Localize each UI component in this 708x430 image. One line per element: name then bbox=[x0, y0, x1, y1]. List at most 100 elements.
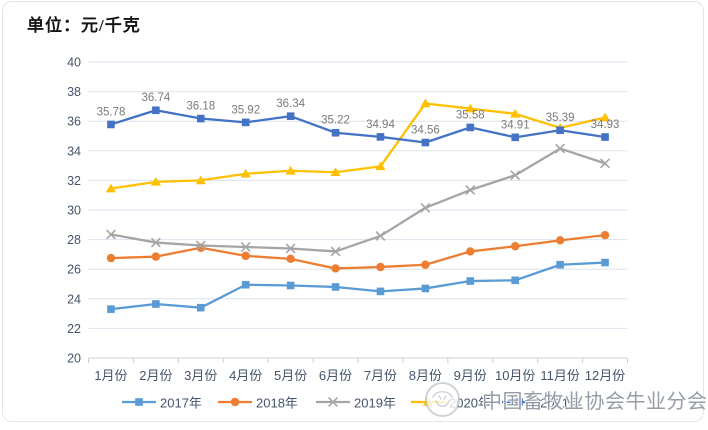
square-marker bbox=[466, 277, 475, 285]
y-axis-labels: 20 22 24 26 28 30 32 34 36 38 40 bbox=[67, 56, 81, 366]
circle-marker bbox=[106, 253, 116, 263]
triangle-marker bbox=[465, 103, 476, 113]
x-marker bbox=[375, 230, 386, 241]
square-marker bbox=[601, 133, 609, 141]
legend-label: 2021年 bbox=[540, 396, 582, 411]
x-tick-label: 7月份 bbox=[364, 368, 397, 383]
series-2018年 bbox=[106, 230, 610, 273]
circle-marker bbox=[600, 230, 610, 240]
circle-marker bbox=[511, 242, 520, 251]
series-2021年 bbox=[107, 106, 609, 147]
square-marker bbox=[331, 128, 340, 137]
triangle-marker bbox=[240, 168, 251, 178]
y-tick-label: 32 bbox=[67, 174, 81, 188]
x-marker bbox=[600, 158, 611, 169]
series-line bbox=[109, 261, 607, 311]
gridlines bbox=[88, 61, 628, 329]
legend-item-2020年[interactable]: 2020年 bbox=[411, 396, 491, 411]
x-marker bbox=[420, 202, 431, 213]
circle-marker bbox=[241, 251, 250, 261]
x-tick-label: 3月份 bbox=[184, 368, 217, 383]
triangle-marker bbox=[150, 176, 161, 186]
legend: 2017年 2018年 2019年 2020年 2021年 bbox=[122, 396, 582, 411]
square-marker bbox=[331, 283, 340, 291]
circle-marker bbox=[286, 254, 295, 264]
x-marker bbox=[195, 240, 206, 251]
data-label: 36.18 bbox=[186, 101, 215, 113]
x-tick-label: 10月份 bbox=[495, 368, 535, 383]
unit-title: 单位：元/千克 bbox=[27, 16, 141, 35]
x-tick-label: 1月份 bbox=[94, 368, 127, 383]
y-tick-label: 40 bbox=[67, 56, 81, 70]
series-2020年 bbox=[105, 98, 611, 193]
series-line bbox=[109, 102, 607, 190]
data-label: 36.74 bbox=[141, 92, 170, 104]
y-tick-label: 22 bbox=[67, 322, 81, 336]
data-label: 35.39 bbox=[546, 112, 575, 124]
square-marker bbox=[376, 287, 385, 296]
x-tick-label: 8月份 bbox=[409, 368, 442, 383]
x-tick-label: 9月份 bbox=[454, 368, 487, 383]
x-axis-labels: 1月份 2月份 3月份 4月份 5月份 6月份 7月份 8月份 9月份 10月份 11月份 12月份 bbox=[94, 368, 625, 383]
triangle-marker bbox=[420, 98, 431, 108]
square-marker bbox=[241, 280, 250, 289]
square-marker bbox=[511, 276, 520, 285]
x-marker bbox=[150, 237, 161, 248]
square-marker bbox=[421, 284, 430, 293]
data-label: 34.94 bbox=[366, 119, 395, 131]
series-line bbox=[109, 147, 607, 253]
x-marker bbox=[330, 246, 341, 257]
x-tick-label: 2月份 bbox=[139, 368, 172, 383]
y-tick-label: 24 bbox=[67, 292, 81, 306]
square-marker bbox=[196, 303, 205, 312]
x-marker bbox=[555, 143, 566, 154]
triangle-marker bbox=[375, 161, 386, 171]
y-tick-label: 36 bbox=[67, 115, 81, 129]
data-label: 35.58 bbox=[456, 109, 485, 121]
circle-marker bbox=[466, 247, 475, 256]
square-marker bbox=[511, 133, 520, 142]
x-tick-label: 6月份 bbox=[319, 368, 352, 383]
triangle-marker bbox=[105, 183, 117, 193]
series-line bbox=[109, 109, 607, 144]
legend-item-2021年[interactable]: 2021年 bbox=[502, 396, 582, 411]
legend-label: 2020年 bbox=[449, 396, 491, 411]
legend-item-2018年[interactable]: 2018年 bbox=[218, 396, 298, 411]
x-tick-label: 5月份 bbox=[274, 368, 307, 383]
data-label: 35.22 bbox=[321, 115, 350, 127]
y-tick-label: 26 bbox=[67, 263, 81, 277]
legend-item-2017年[interactable]: 2017年 bbox=[122, 396, 202, 411]
x-tick-label: 12月份 bbox=[585, 368, 625, 383]
x-marker bbox=[285, 243, 296, 254]
data-label: 36.34 bbox=[276, 98, 305, 110]
legend-label: 2019年 bbox=[354, 396, 396, 411]
y-tick-label: 20 bbox=[67, 352, 81, 366]
x-marker bbox=[328, 397, 338, 407]
legend-label: 2017年 bbox=[160, 396, 202, 411]
triangle-marker bbox=[195, 175, 206, 185]
series-2017年 bbox=[107, 258, 609, 313]
x-tick-label: 4月份 bbox=[229, 368, 262, 383]
square-marker bbox=[152, 300, 160, 308]
y-tick-label: 30 bbox=[67, 204, 81, 218]
circle-marker bbox=[555, 236, 565, 245]
y-tick-label: 38 bbox=[67, 85, 81, 99]
legend-item-2019年[interactable]: 2019年 bbox=[316, 396, 396, 411]
square-marker bbox=[601, 258, 609, 267]
circle-marker bbox=[421, 260, 430, 269]
square-marker bbox=[135, 398, 143, 406]
square-marker bbox=[515, 398, 523, 406]
series-2019年 bbox=[105, 143, 611, 257]
square-marker bbox=[107, 305, 115, 313]
data-label: 35.78 bbox=[97, 106, 126, 118]
circle-marker bbox=[331, 264, 340, 273]
square-marker bbox=[556, 126, 564, 135]
triangle-marker bbox=[510, 108, 521, 118]
data-label: 34.91 bbox=[501, 119, 530, 131]
circle-marker bbox=[151, 252, 161, 261]
square-marker bbox=[107, 120, 115, 129]
data-label: 34.56 bbox=[411, 125, 440, 137]
circle-marker bbox=[230, 397, 240, 407]
square-marker bbox=[241, 118, 250, 127]
